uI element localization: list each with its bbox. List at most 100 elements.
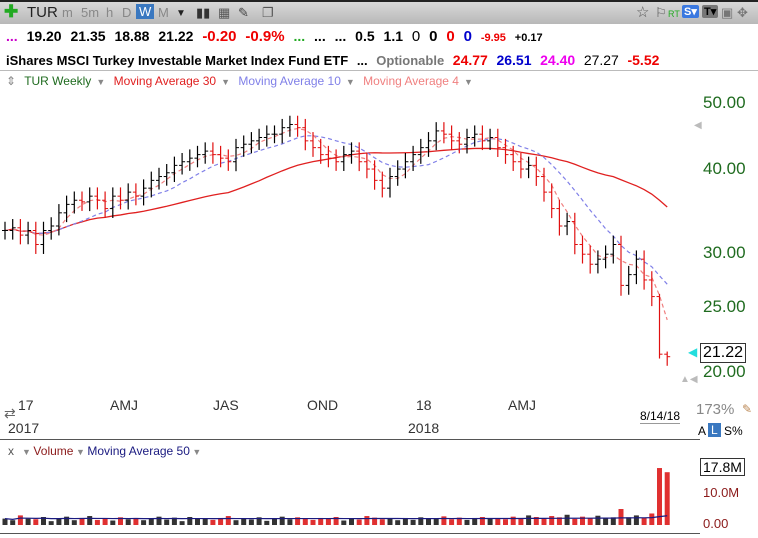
volume-chart[interactable]	[0, 0, 700, 538]
value: 27.27	[583, 52, 619, 68]
volume-bar	[610, 517, 616, 525]
star-icon[interactable]: ☆	[636, 4, 650, 21]
refresh-icon[interactable]: ⇄	[4, 405, 16, 421]
value: +0.17	[514, 32, 543, 44]
volume-bar	[657, 468, 662, 525]
volume-tick-label: 0.00	[703, 516, 729, 531]
volume-bar	[518, 517, 524, 525]
legend-ma30[interactable]: Moving Average 30	[113, 74, 217, 88]
close-panel-button[interactable]: x	[8, 444, 14, 458]
rt-button[interactable]: RT	[668, 9, 680, 19]
chart-legend: ⇕ TUR Weekly ▼ Moving Average 30 ▼ Moving …	[6, 74, 473, 88]
x-tick-label: 17	[18, 397, 34, 413]
volume-bar	[664, 472, 670, 525]
x-tick-label: JAS	[213, 397, 239, 413]
volume-bar	[464, 519, 470, 525]
bar-chart-icon[interactable]: ▮▮	[196, 5, 211, 20]
legend-volume[interactable]: Volume	[33, 444, 74, 458]
volume-bar	[33, 519, 39, 525]
volume-tick-label: 10.0M	[703, 485, 740, 500]
volume-bar	[325, 518, 331, 525]
volume-bar	[233, 520, 239, 525]
flag-icon[interactable]: ⚐	[655, 5, 667, 20]
scroll-arrows-icon[interactable]: ▲◀	[680, 374, 698, 385]
drag-handle-icon[interactable]: ⇕	[6, 74, 17, 88]
close: 21.22	[158, 28, 194, 44]
volume-bar	[356, 519, 362, 525]
green-dots: ...	[293, 28, 306, 44]
scroll-left-icon[interactable]: ◀	[694, 120, 702, 131]
s-button[interactable]: S▾	[682, 5, 699, 18]
y-tick-label: 20.00	[703, 362, 746, 381]
volume-bar	[94, 519, 100, 525]
volume-bar	[102, 518, 108, 525]
add-icon[interactable]: ✚	[4, 2, 19, 21]
volume-bar	[495, 518, 501, 525]
symbol[interactable]: TUR	[27, 4, 58, 21]
volume-bar	[341, 520, 347, 525]
value: 1.1	[383, 28, 403, 44]
low: 18.88	[114, 28, 150, 44]
volume-bar	[549, 516, 555, 525]
value: 24.40	[540, 52, 576, 68]
volume-bar	[25, 518, 31, 525]
volume-bar	[372, 517, 378, 525]
scale-arithmetic[interactable]: A	[698, 424, 707, 438]
volume-bar	[395, 520, 401, 525]
scale-log[interactable]: L	[708, 423, 721, 437]
volume-bar	[17, 515, 23, 525]
volume-bar	[287, 519, 293, 525]
table-icon[interactable]: ▦	[218, 5, 231, 20]
legend-volume-ma[interactable]: Moving Average 50	[87, 444, 190, 458]
volume-bar	[187, 517, 193, 525]
change: -0.20	[202, 28, 237, 45]
y-tick-label: 40.00	[703, 159, 746, 178]
interval-m[interactable]: m	[62, 5, 73, 20]
volume-bar	[202, 518, 208, 525]
ma10-line	[4, 135, 668, 285]
interval-5m[interactable]: 5m	[81, 5, 100, 20]
volume-bar	[279, 516, 285, 525]
chevron-down-icon[interactable]: ▼	[176, 8, 186, 19]
volume-last-label: 17.8M	[700, 458, 745, 476]
move-icon[interactable]: ✥	[737, 5, 748, 20]
price-chart[interactable]	[0, 0, 700, 440]
interval-h[interactable]: h	[106, 5, 114, 20]
volume-bar	[141, 520, 147, 525]
volume-bar	[649, 513, 655, 525]
divider	[0, 533, 700, 534]
interval-w[interactable]: W	[136, 4, 155, 19]
volume-bar	[164, 519, 170, 525]
value: 24.77	[452, 52, 488, 68]
volume-bar	[110, 520, 116, 525]
volume-bar	[218, 517, 224, 525]
interval-mo[interactable]: M	[158, 5, 169, 20]
save-icon[interactable]: ▣	[721, 5, 734, 20]
volume-ma-line	[4, 515, 668, 521]
ellipsis: ...	[356, 53, 368, 68]
volume-bar	[310, 519, 316, 525]
toolbar: ✚ TUR m 5m h D W M ▼ ▮▮ ▦ ✎ ❐ ☆ ⚐ RT S▾ …	[0, 0, 758, 24]
t-button[interactable]: T▾	[702, 5, 719, 18]
legend-ma10[interactable]: Moving Average 10	[238, 74, 341, 88]
scale-percent[interactable]: S%	[724, 424, 743, 438]
legend-ma4[interactable]: Moving Average 4	[363, 74, 459, 88]
interval-d[interactable]: D	[122, 5, 132, 20]
volume-bar	[118, 517, 123, 525]
volume-bar	[10, 520, 16, 525]
volume-bar	[318, 517, 324, 525]
volume-bar	[526, 515, 532, 525]
volume-bar	[171, 517, 177, 525]
open: 19.20	[26, 28, 62, 44]
divider	[0, 70, 758, 71]
legend-main[interactable]: TUR Weekly	[24, 74, 92, 88]
pencil-icon[interactable]: ✎	[238, 5, 249, 20]
volume-bar	[410, 519, 416, 525]
volume-bar	[503, 519, 508, 525]
volume-bar	[241, 518, 247, 525]
value: -5.52	[627, 52, 660, 68]
value: 0	[411, 28, 421, 45]
folder-icon[interactable]: ❐	[262, 5, 274, 20]
volume-bar	[125, 519, 131, 525]
ruler-icon[interactable]: ✎	[742, 402, 753, 416]
